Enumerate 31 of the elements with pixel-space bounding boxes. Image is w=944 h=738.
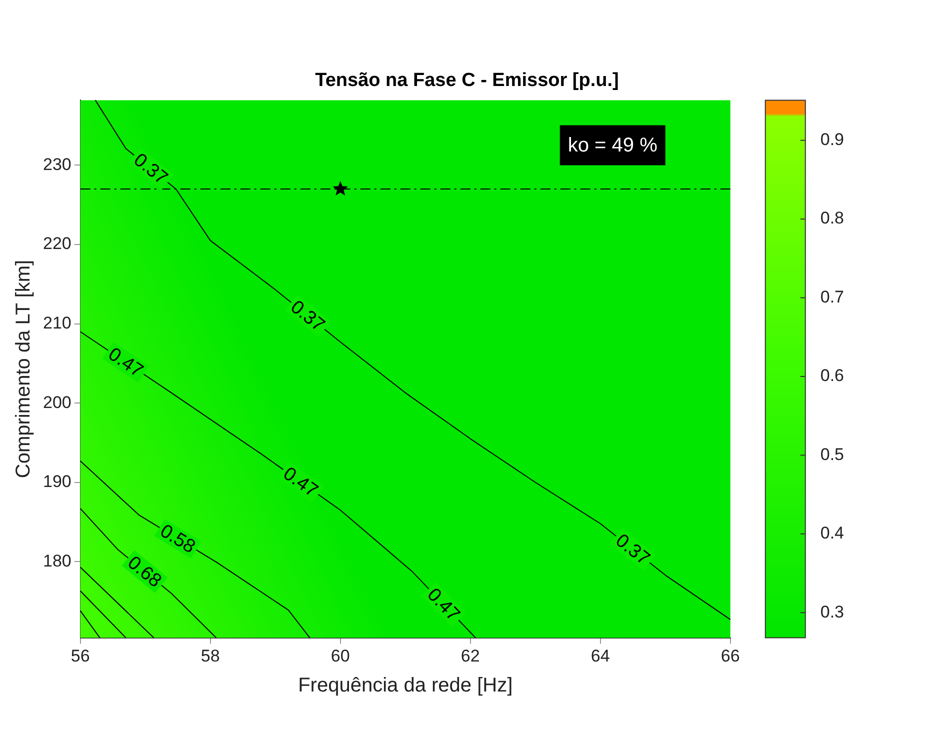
y-tick-label: 230 [42,154,72,174]
color-bar-label: 0.8 [820,208,844,228]
y-tick-label: 220 [42,234,72,254]
x-axis-title: Frequência da rede [Hz] [298,674,513,697]
text: 0.47 [422,584,464,626]
text: 0.37 [286,296,328,336]
y-tick-label: 180 [42,551,72,570]
color-bar-label: 0.9 [820,130,844,150]
y-tick-label: 200 [42,392,72,412]
x-tick-label: 60 [330,646,350,666]
x-tick-label: 58 [200,646,220,666]
text: 0.68 [123,552,166,592]
y-tick-label: 190 [42,472,72,492]
color-bar-label: 0.7 [820,287,844,306]
text: 0.58 [156,520,199,558]
color-bar-label: 0.4 [820,524,844,543]
text: 0.37 [129,150,172,190]
text: 0.37 [611,530,654,570]
chart-title: Tensão na Fase C - Emissor [p.u.] [315,70,619,92]
color-bar-label: 0.3 [820,602,844,622]
text: 0.47 [104,344,147,382]
y-axis-title: Comprimento da LT [km] [12,260,35,478]
color-bar-label: 0.6 [820,366,844,386]
text: 0.47 [279,463,322,502]
x-tick-label: 56 [70,646,90,666]
annotation: ko = 49 % [568,134,658,157]
color-bar-label: 0.5 [820,444,844,464]
x-tick-label: 64 [590,646,610,666]
x-tick-label: 62 [460,646,480,666]
x-tick-label: 66 [720,646,740,666]
y-tick-label: 210 [42,313,72,332]
